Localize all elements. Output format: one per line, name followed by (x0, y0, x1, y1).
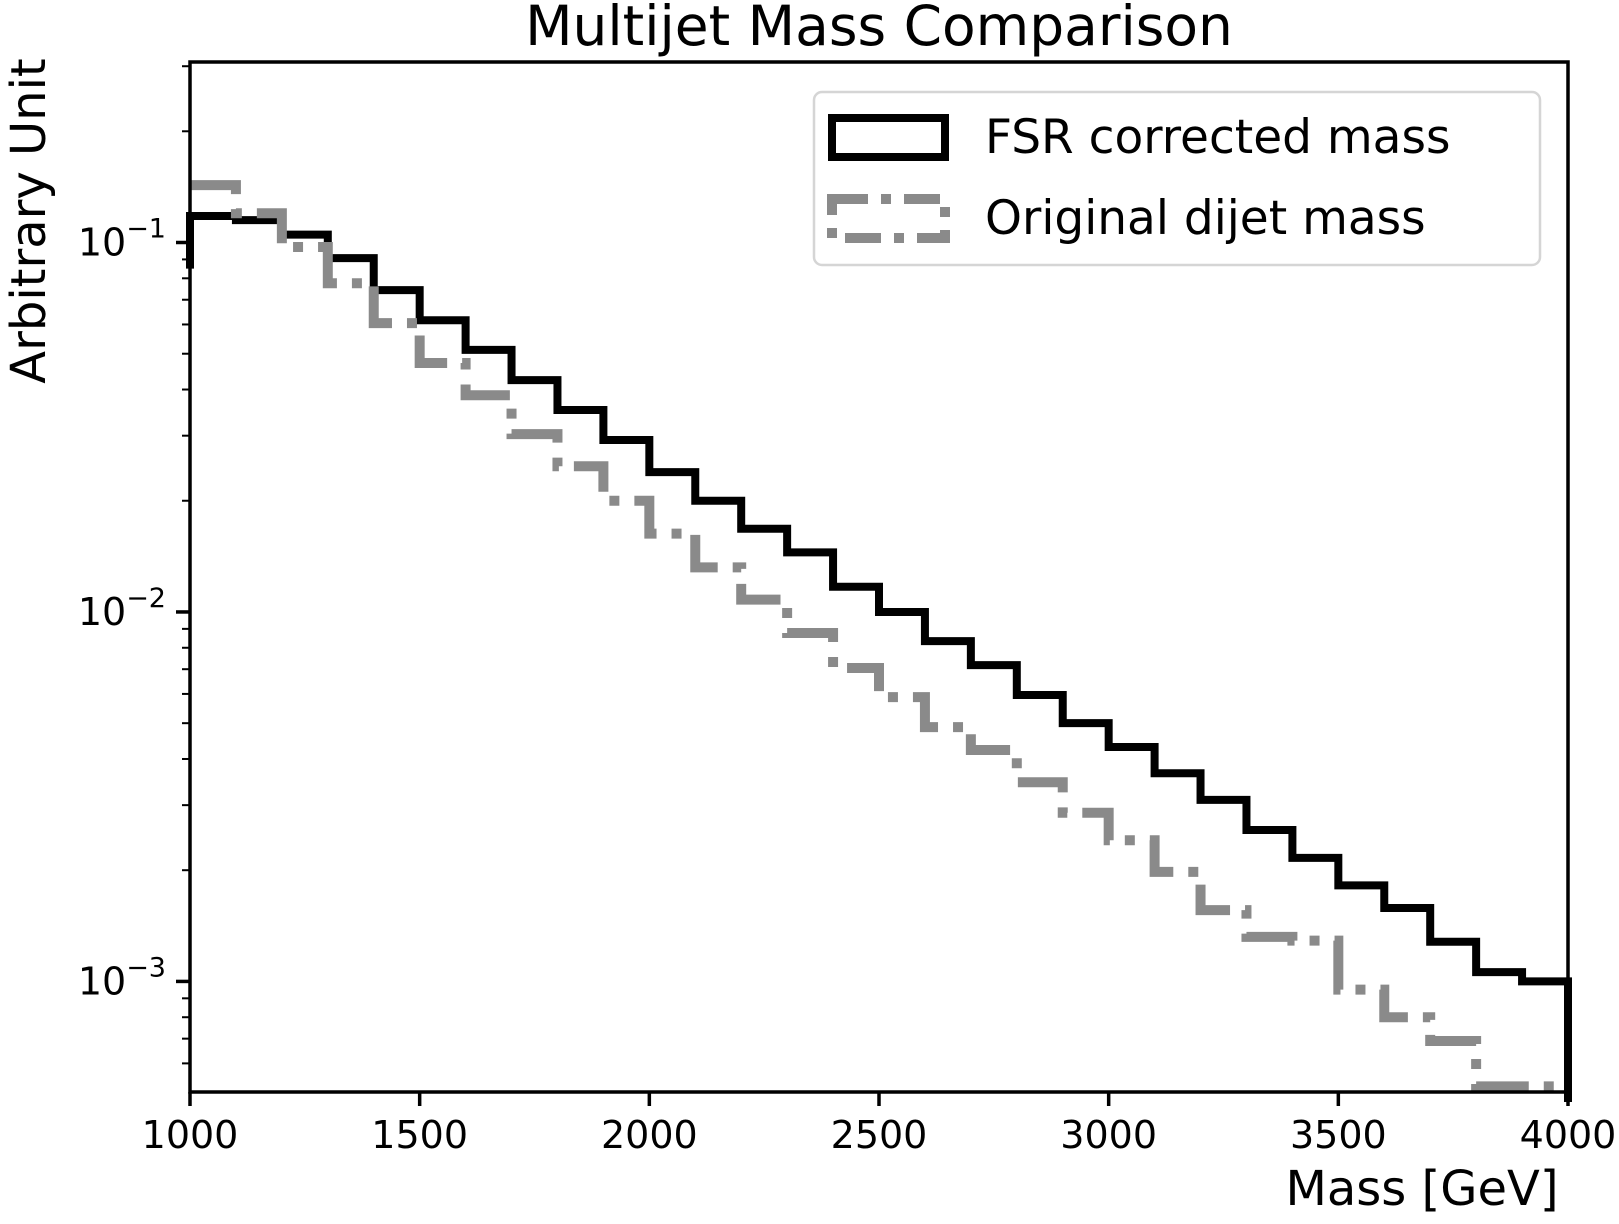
legend-box (812, 90, 1542, 267)
x-tick-label: 3000 (1060, 1113, 1157, 1157)
x-tick-label: 2500 (831, 1113, 928, 1157)
legend-swatch-original-dijet-mass (827, 194, 950, 243)
y-tick-label: 10−2 (78, 583, 166, 634)
legend-label-original-dijet-mass: Original dijet mass (985, 191, 1426, 246)
y-axis-label: Arbitrary Unit (1, 58, 57, 383)
axes-spines (188, 60, 1570, 1094)
x-tick-label: 1500 (371, 1113, 468, 1157)
series-line-fsr-corrected-mass (186, 211, 1572, 1102)
y-tick-label: 10−3 (78, 952, 166, 1003)
legend-label-fsr-corrected-mass: FSR corrected mass (985, 110, 1450, 165)
x-tick-label: 3500 (1290, 1113, 1387, 1157)
x-tick-label: 4000 (1520, 1113, 1617, 1157)
x-tick-label: 1000 (142, 1113, 239, 1157)
legend-swatch-fsr-corrected-mass (828, 114, 949, 161)
legend: FSR corrected mass Original dijet mass (812, 90, 1542, 267)
series-line-original-dijet-mass (190, 180, 1568, 1092)
y-tick-label: 10−1 (78, 214, 166, 265)
x-tick-label: 2000 (601, 1113, 698, 1157)
page-title: Multijet Mass Comparison (525, 0, 1233, 58)
x-axis-label: Mass [GeV] (1285, 1161, 1558, 1217)
plot-area: 1000 1500 2000 2500 3000 3500 4000 10−1 10−2 10−3 (78, 65, 1617, 1157)
